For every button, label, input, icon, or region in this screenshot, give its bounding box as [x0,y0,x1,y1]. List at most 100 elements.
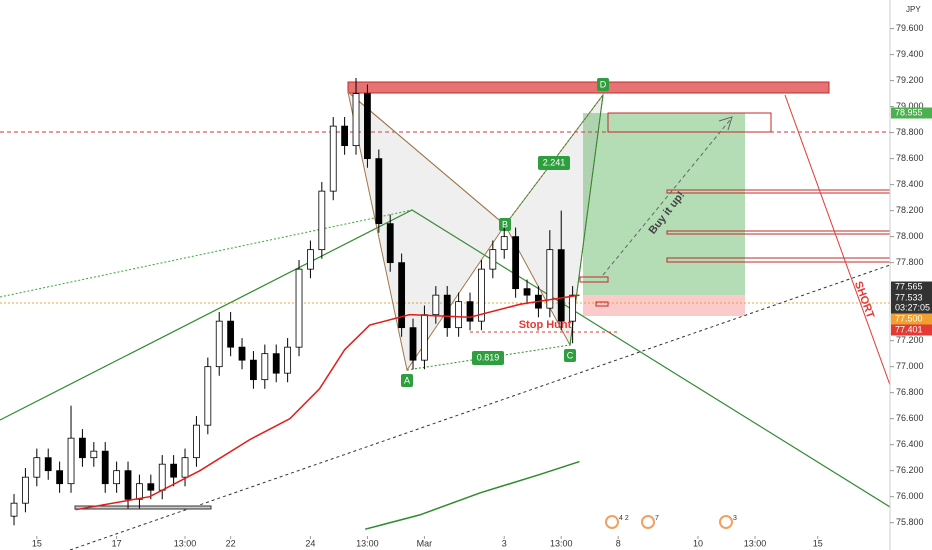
candle-body [466,301,474,322]
candle-body [124,470,132,500]
candle-body [512,236,520,290]
event-label: 7 [655,515,659,522]
pattern-xb [347,91,506,226]
y-tick-label: 76.400 [896,439,924,449]
candle-body [409,327,417,361]
y-tick-label: 77.000 [896,361,924,371]
x-tick-label: 22 [226,538,236,548]
target-box [607,112,772,133]
candle-body [523,288,531,296]
event-icon [719,515,733,529]
candle-body [215,320,223,368]
moving-average [364,460,580,530]
x-tick-label: 15 [813,538,823,548]
range-box [74,505,212,510]
candle-body [90,450,98,459]
candle-body [557,249,565,322]
price-tag [891,292,932,304]
candle-body [318,190,326,251]
candle-body [569,294,577,322]
point-label: D [600,79,607,89]
y-tick-label: 76.000 [896,491,924,501]
point-box [564,349,576,362]
candle-body [375,158,383,225]
candle-body [329,125,337,192]
point-label: A [404,375,410,385]
price-tag-label: 77.401 [895,324,923,334]
candle-body [478,268,485,322]
y-tick-label: 75.800 [896,517,924,527]
short-label: SHORT [852,280,877,321]
point-label: B [502,219,508,229]
price-tag [891,302,932,314]
candle-body [386,223,394,264]
y-tick-label: 79.200 [896,75,924,85]
x-tick-label: Mar [417,538,433,548]
candle-body [204,366,212,426]
price-tag-label: 78.955 [895,107,923,117]
candle-body [101,450,109,485]
moving-average [75,294,580,511]
ratio-label: 2.241 [543,157,566,167]
y-tick-label: 78.200 [896,205,924,215]
x-tick-label: 8 [616,538,621,548]
candle-body [455,301,463,329]
candle-body [500,236,508,251]
x-tick-label: 13:00 [744,538,767,548]
candle-body [250,359,257,381]
candle-body [261,353,269,381]
trend-line [0,209,891,508]
y-tick-label: 76.200 [896,465,924,475]
short-line [784,94,891,386]
currency-label: JPY [906,5,921,14]
candle-body [546,249,554,309]
candle-body [79,437,86,459]
price-tag [891,324,932,336]
candle-body [136,483,143,500]
candle-body [181,457,189,478]
price-tag [891,313,932,325]
y-tick-label: 77.800 [896,257,924,267]
price-tag-label: 77.533 [895,292,923,302]
ratio-box [538,156,570,170]
candle-body [238,346,246,361]
x-tick-label: 13:00 [356,538,379,548]
candle-body [158,463,166,491]
candle-body [147,483,155,491]
candle-body [67,437,75,485]
price-tag [891,281,932,293]
ratio-label: 0.819 [477,352,500,362]
price-tag-label: 77.565 [895,281,923,291]
x-tick-label: 13:00 [550,538,573,548]
y-tick-label: 78.400 [896,179,924,189]
candle-body [421,314,428,361]
candle-body [10,502,18,517]
event-label: 4 2 [619,515,629,522]
y-tick-label: 79.400 [896,49,924,59]
point-box [499,218,511,231]
candle-body [22,476,29,504]
candle-body [44,457,52,472]
candle-body [170,463,178,478]
y-tick-label: 79.000 [896,101,924,111]
candle-body [341,125,349,147]
point-box [401,374,413,387]
support-line [69,264,891,550]
candle-body [352,93,360,147]
buy-arrow-head [718,116,733,131]
y-tick-label: 77.200 [896,335,924,345]
candle-body [193,424,200,459]
y-tick-label: 76.600 [896,413,924,423]
profit-zone [583,113,745,295]
y-tick-label: 78.600 [896,153,924,163]
x-tick-label: 17 [112,538,122,548]
event-icon [605,515,619,529]
price-tag-label: 77.500 [895,313,923,323]
candle-body [227,320,235,348]
candle-body [489,249,497,270]
loss-zone [583,295,745,316]
y-tick-label: 79.600 [896,23,924,33]
event-label: 3 [733,515,737,522]
entry-box [595,301,609,307]
